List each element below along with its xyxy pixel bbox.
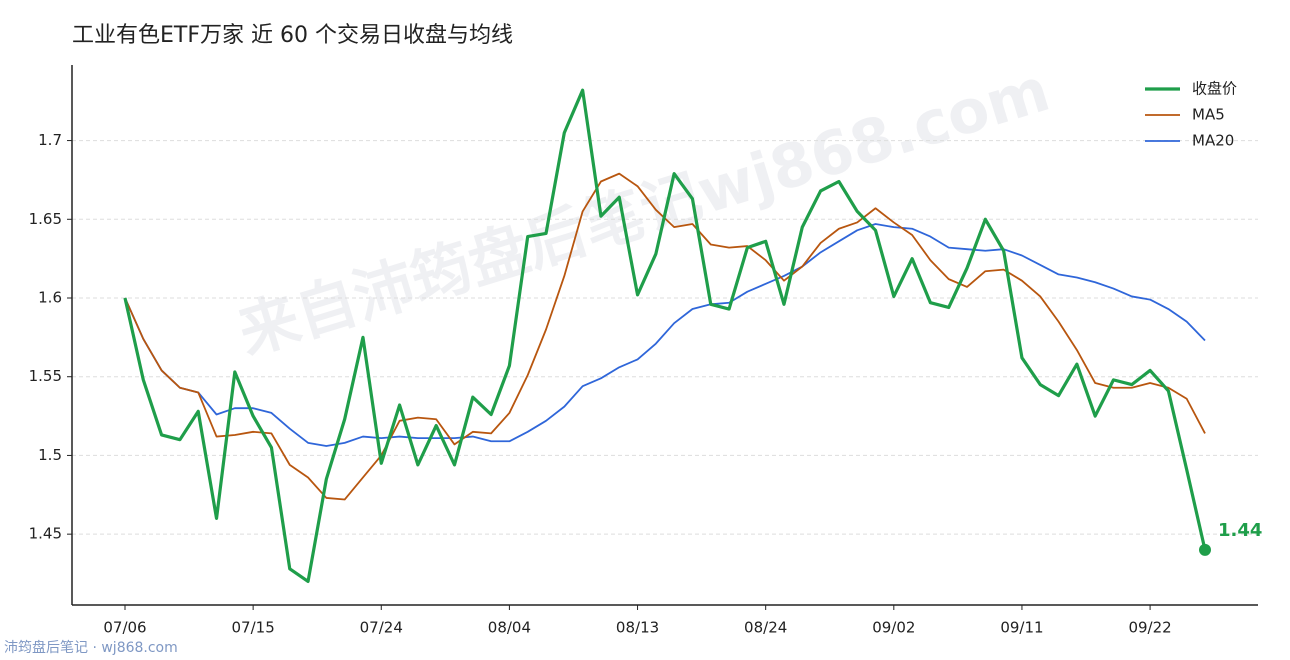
legend-label: MA20 (1192, 132, 1234, 150)
last-value-label: 1.44 (1218, 520, 1262, 541)
watermark: 来自沛筠盘后笔记wj868.com (231, 55, 1058, 369)
legend-label: MA5 (1192, 106, 1225, 124)
y-tick-label: 1.7 (38, 131, 62, 149)
x-tick-label: 08/24 (744, 619, 787, 637)
series-line (124, 223, 1206, 447)
y-tick-label: 1.5 (38, 446, 62, 464)
chart-title: 工业有色ETF万家 近 60 个交易日收盘与均线 (72, 23, 513, 48)
series-line (123, 88, 1207, 583)
y-tick-label: 1.6 (38, 289, 62, 307)
y-tick-label: 1.65 (29, 210, 62, 228)
x-tick-label: 08/04 (488, 619, 531, 637)
x-tick-label: 08/13 (616, 619, 659, 637)
x-tick-label: 09/02 (872, 619, 915, 637)
x-tick-label: 09/11 (1000, 619, 1043, 637)
y-tick-label: 1.45 (29, 525, 62, 543)
x-tick-label: 07/15 (232, 619, 275, 637)
x-tick-label: 07/24 (360, 619, 403, 637)
y-tick-label: 1.55 (29, 367, 62, 385)
x-tick-label: 07/06 (103, 619, 146, 637)
footer: 沛筠盘后笔记 · wj868.com (4, 639, 178, 656)
x-tick-label: 09/22 (1128, 619, 1171, 637)
legend-label: 收盘价 (1192, 80, 1237, 98)
last-point (1199, 543, 1211, 556)
